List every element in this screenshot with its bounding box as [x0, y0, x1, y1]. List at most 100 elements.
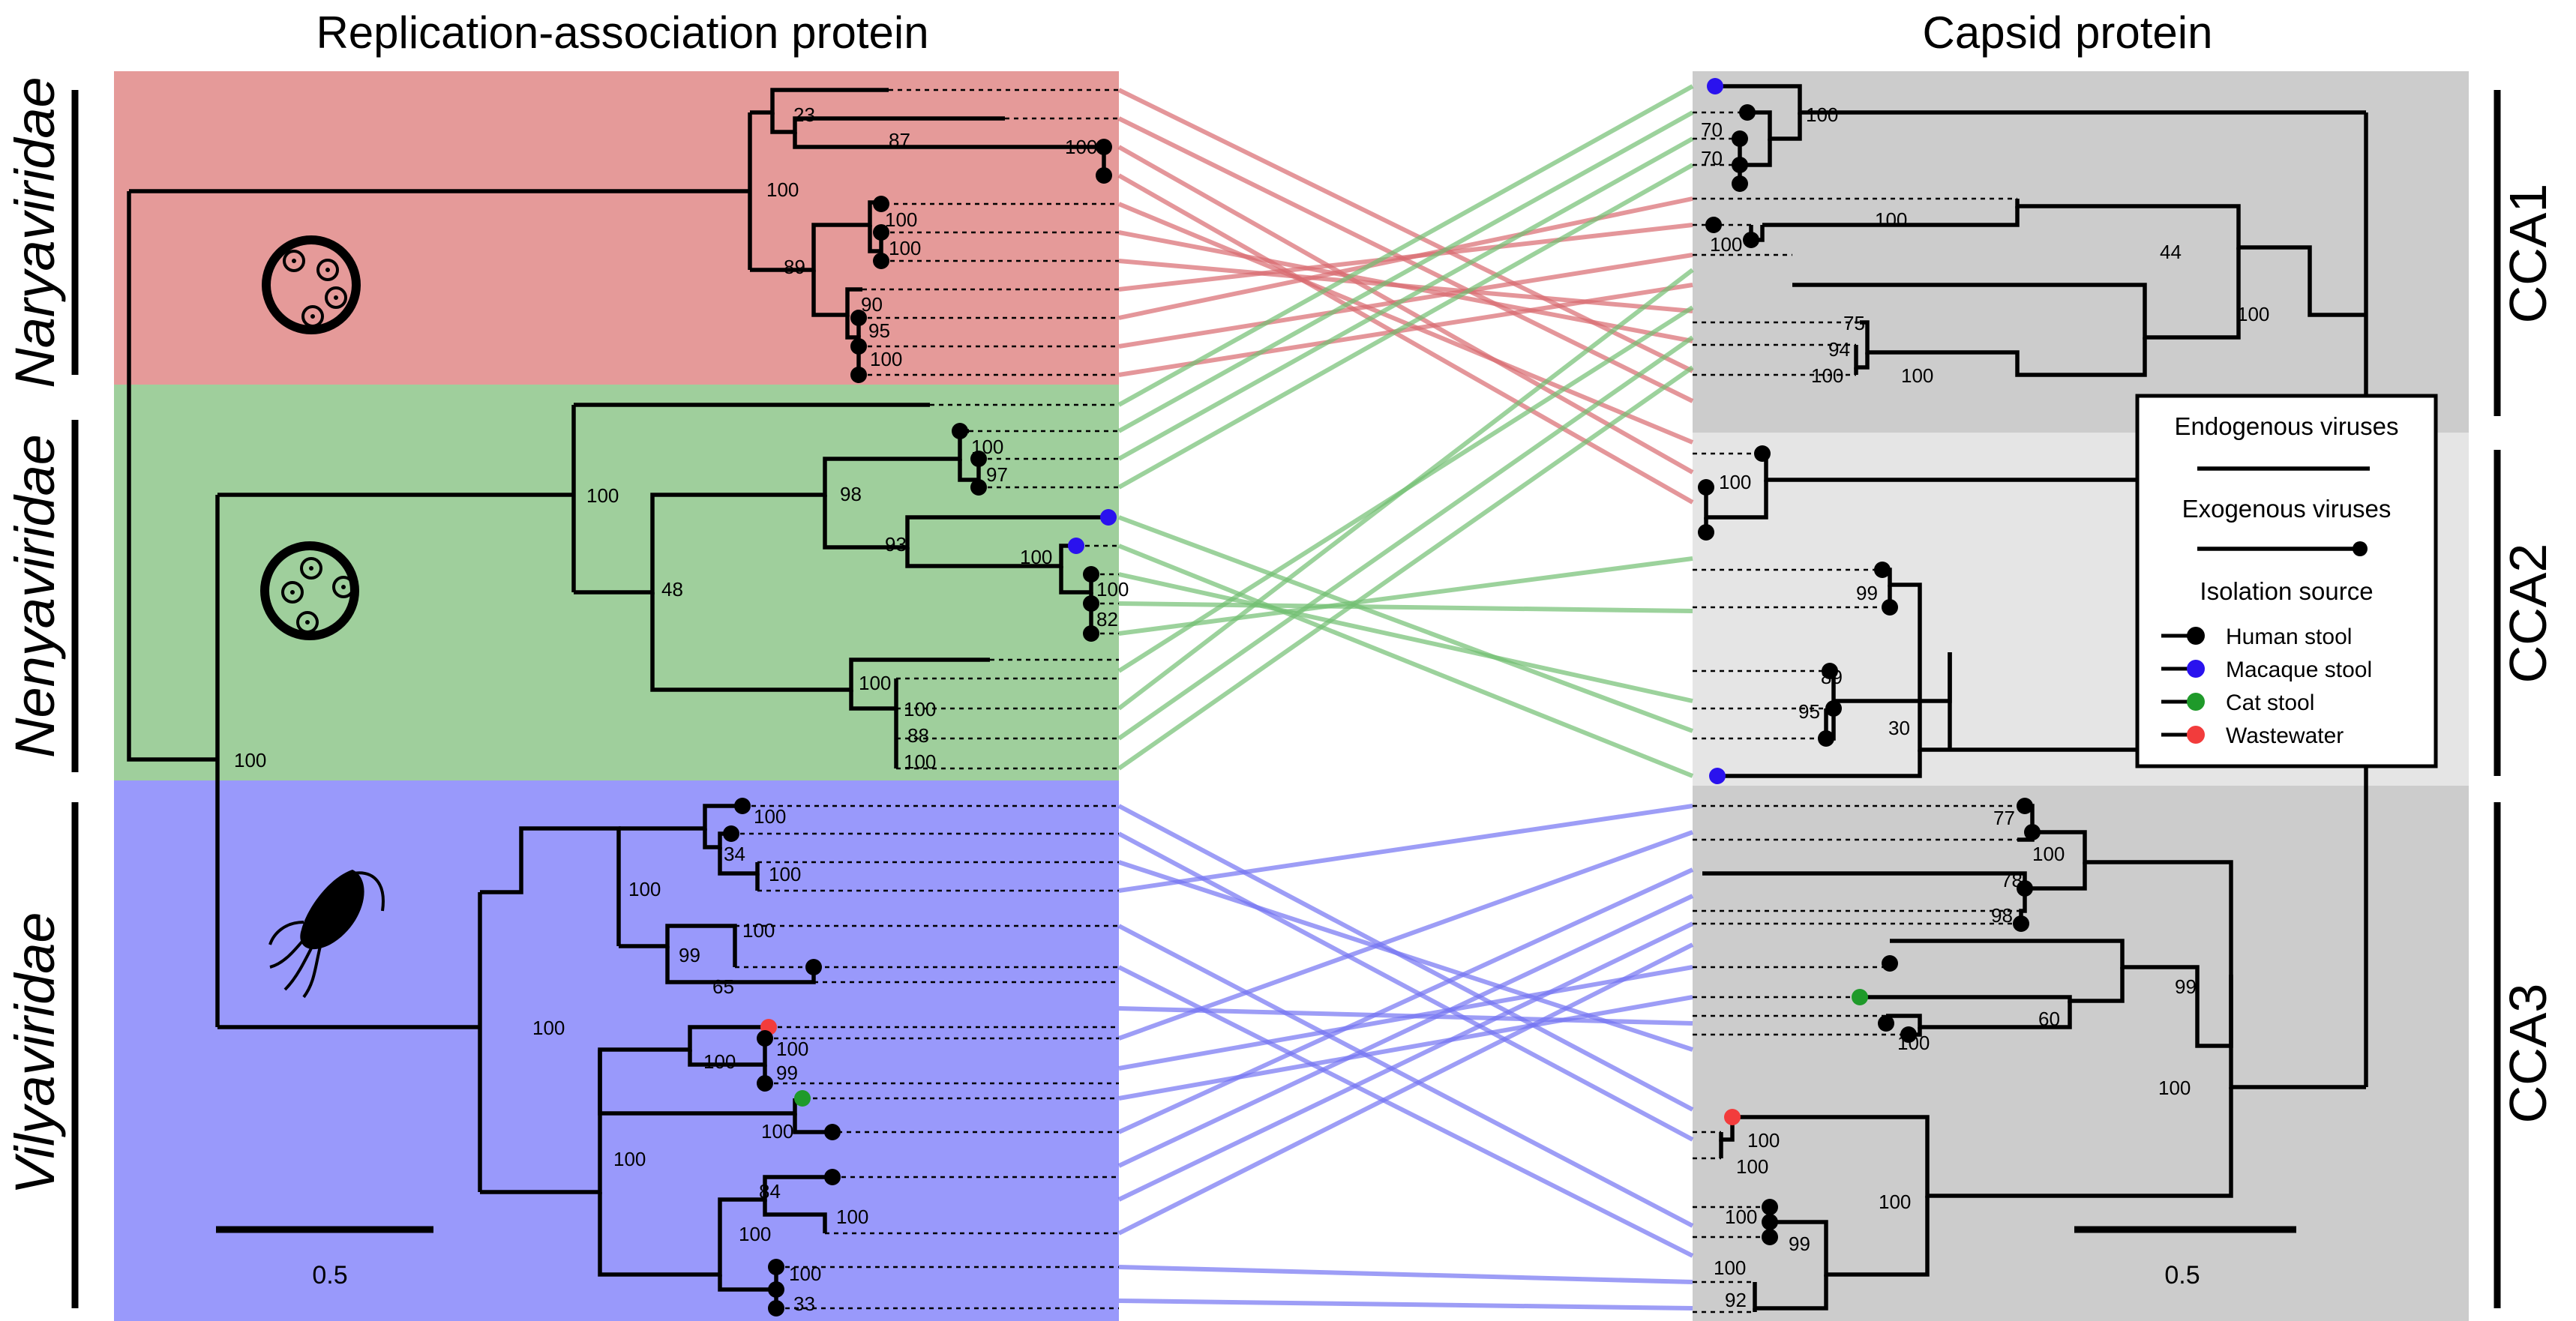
support-value: 100: [836, 1206, 868, 1228]
link-naryaviridae: [1117, 145, 1694, 475]
support-value: 88: [907, 724, 929, 747]
support-value: 99: [1856, 582, 1878, 604]
capsid-scale-bar: 0.5: [2074, 1226, 2296, 1290]
support-value: 48: [661, 578, 683, 601]
legend-source-cat: Cat stool: [2161, 690, 2314, 715]
support-value: 97: [986, 463, 1008, 486]
support-value: 100: [1736, 1155, 1768, 1178]
support-value: 99: [2175, 975, 2197, 998]
support-value: 100: [1806, 103, 1838, 126]
cluster-label-cca2: CCA2: [2499, 544, 2557, 684]
support-value: 100: [766, 178, 799, 201]
link-nenyaviridae: [1117, 515, 1694, 733]
support-value: 100: [761, 1120, 793, 1143]
link-vilyaviridae: [1118, 995, 1693, 1101]
support-value: 82: [1096, 608, 1118, 631]
support-value: 89: [1821, 666, 1843, 688]
support-value: 99: [776, 1062, 798, 1084]
link-vilyaviridae: [1118, 1265, 1693, 1284]
support-value: 100: [1710, 233, 1742, 256]
link-nenyaviridae: [1117, 544, 1694, 778]
link-nenyaviridae: [1117, 335, 1694, 741]
support-value: 100: [889, 237, 921, 259]
support-value: 100: [234, 749, 266, 771]
link-nenyaviridae: [1117, 84, 1694, 407]
support-value: 100: [769, 863, 801, 885]
capsid-scale-bar-label: 0.5: [2164, 1261, 2200, 1290]
support-value: 95: [1798, 700, 1820, 723]
support-value: 94: [1828, 338, 1850, 361]
support-value: 70: [1701, 147, 1723, 169]
legend-isolation-title: Isolation source: [2200, 577, 2373, 605]
support-value: 30: [1888, 717, 1910, 739]
support-value: 100: [1811, 364, 1843, 387]
support-value: 99: [679, 944, 700, 966]
support-value: 100: [532, 1017, 565, 1039]
support-value: 95: [868, 319, 890, 342]
link-vilyaviridae: [1117, 830, 1694, 1041]
link-vilyaviridae: [1117, 831, 1694, 1142]
support-value: 100: [885, 208, 917, 231]
legend-exogenous-label: Exogenous viruses: [2182, 495, 2392, 523]
link-nenyaviridae: [1117, 365, 1694, 771]
link-vilyaviridae: [1118, 965, 1693, 1071]
support-value: 100: [742, 919, 775, 942]
support-value: 92: [1725, 1289, 1747, 1311]
legend-endogenous-label: Endogenous viruses: [2174, 412, 2398, 440]
support-value: 100: [1065, 136, 1097, 158]
support-value: 100: [971, 436, 1003, 458]
cluster-labels: CCA1 CCA2 CCA3: [2494, 90, 2557, 1308]
legend-source-label: Macaque stool: [2226, 658, 2372, 682]
link-nenyaviridae: [1118, 601, 1693, 613]
link-nenyaviridae: [1117, 136, 1694, 461]
cluster-label-cca1: CCA1: [2499, 184, 2557, 324]
support-value: 100: [1719, 471, 1751, 493]
support-value: 100: [859, 672, 891, 694]
support-value: 84: [759, 1180, 781, 1203]
support-value: 100: [2032, 843, 2065, 865]
legend-source-label: Cat stool: [2226, 690, 2314, 715]
support-value: 100: [613, 1148, 646, 1170]
left-panel-title: Replication-association protein: [316, 7, 928, 58]
support-value: 100: [1879, 1191, 1911, 1213]
support-value: 93: [885, 533, 907, 556]
support-value: 100: [2158, 1077, 2191, 1099]
rep-scale-bar: 0.5: [216, 1226, 433, 1290]
support-value: 75: [1843, 312, 1865, 334]
support-value: 100: [754, 805, 786, 828]
link-naryaviridae: [1118, 259, 1693, 313]
link-nenyaviridae: [1118, 556, 1693, 636]
tanglegram-links: [1117, 84, 1694, 1311]
support-value: 100: [1020, 546, 1052, 568]
right-panel-title: Capsid protein: [1923, 7, 2213, 58]
support-value: 100: [870, 348, 902, 370]
naryaviridae-background: [114, 71, 1119, 385]
support-value: 100: [1901, 364, 1933, 387]
support-value: 100: [1714, 1257, 1746, 1279]
support-value: 100: [904, 698, 936, 720]
rep-tree-support-values: 23 87 100 100 100 100 89 90 95 100 100 9…: [234, 103, 1129, 1315]
link-vilyaviridae: [1117, 942, 1694, 1236]
family-label-naryaviridae: Naryaviridae: [4, 76, 66, 388]
rep-tree-tip-dots: [723, 139, 1117, 1317]
rep-scale-bar-label: 0.5: [312, 1261, 347, 1290]
support-value: 34: [724, 843, 745, 865]
support-value: 100: [703, 1050, 736, 1073]
support-value: 100: [904, 750, 936, 773]
cluster-label-cca3: CCA3: [2499, 984, 2557, 1124]
support-value: 99: [1789, 1233, 1810, 1255]
link-vilyaviridae: [1117, 867, 1694, 1134]
support-value: 100: [776, 1038, 808, 1060]
link-nenyaviridae: [1117, 163, 1694, 490]
support-value: 87: [889, 129, 910, 151]
support-value: 78: [2001, 869, 2023, 891]
link-nenyaviridae: [1117, 268, 1694, 711]
legend-source-label: Human stool: [2226, 625, 2352, 649]
support-value: 60: [2038, 1008, 2060, 1030]
cca1-background: [1693, 71, 2469, 433]
legend-source-wastewater: Wastewater: [2161, 723, 2344, 748]
cell-with-nuclei-icon: [262, 235, 361, 334]
support-value: 98: [1991, 904, 2013, 927]
link-nenyaviridae: [1117, 110, 1694, 433]
